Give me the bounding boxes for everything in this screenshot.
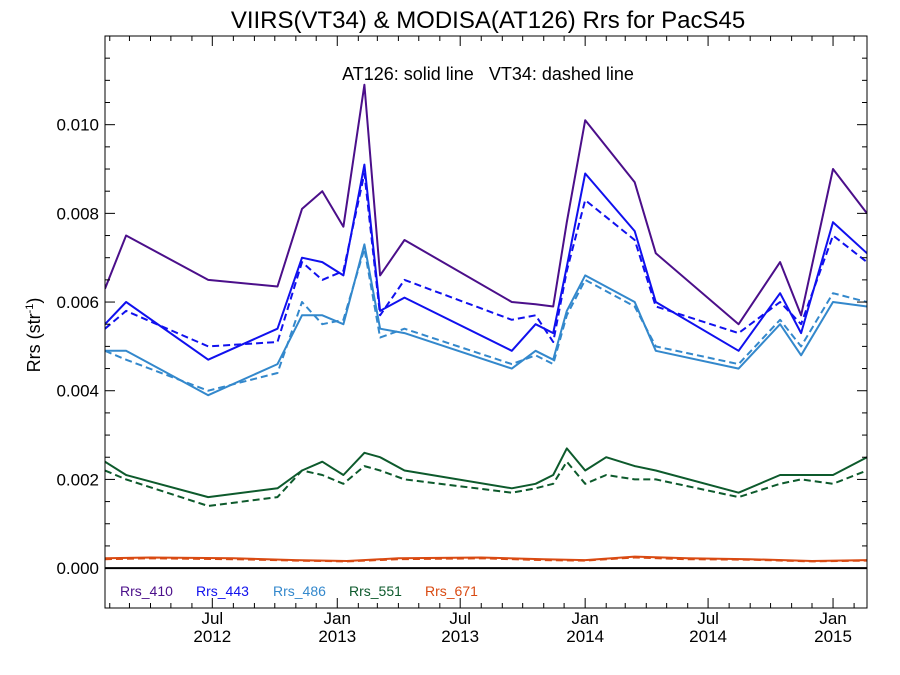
y-tick-label: 0.000: [56, 559, 99, 578]
y-tick-label: 0.004: [56, 382, 99, 401]
series-line-rrs_551-at126: [105, 447, 867, 499]
legend-item-rrs_410: Rrs_410: [120, 583, 173, 599]
x-tick-label-year: 2013: [441, 627, 479, 646]
legend-item-rrs_551: Rrs_551: [349, 583, 402, 599]
series-line-rrs_671-vt34: [105, 556, 867, 563]
y-tick-label: 0.002: [56, 470, 99, 489]
y-axis-label-close: ): [24, 298, 44, 304]
legend-item-rrs_443: Rrs_443: [196, 583, 249, 599]
x-tick-label-month: Jul: [449, 609, 471, 628]
y-tick-label: 0.006: [56, 293, 99, 312]
series-line-rrs_486-vt34: [105, 247, 867, 392]
x-tick-label-year: 2015: [814, 627, 852, 646]
series-line-rrs_486-at126: [105, 243, 867, 397]
legend-item-rrs_671: Rrs_671: [425, 583, 478, 599]
chart-title: VIIRS(VT34) & MODISA(AT126) Rrs for PacS…: [231, 7, 745, 34]
series-line-rrs_410-at126: [105, 83, 867, 326]
x-tick-label-month: Jul: [201, 609, 223, 628]
y-tick-label: 0.010: [56, 116, 99, 135]
plot-frame: [104, 35, 868, 609]
y-axis-label: Rrs (str-1): [24, 298, 44, 373]
series-line-rrs_443-at126: [105, 163, 867, 361]
plot-area: [105, 83, 867, 570]
x-tick-label-year: 2012: [193, 627, 231, 646]
x-tick-label-month: Jan: [571, 609, 598, 628]
x-tick-label-month: Jan: [819, 609, 846, 628]
y-axis-label-main: Rrs (str: [24, 313, 44, 372]
x-tick-label-month: Jul: [697, 609, 719, 628]
series-line-rrs_551-vt34: [105, 460, 867, 507]
y-tick-label: 0.008: [56, 204, 99, 223]
x-tick-label-year: 2013: [318, 627, 356, 646]
y-axis-label-sup: -1: [24, 304, 36, 314]
x-tick-label-year: 2014: [689, 627, 727, 646]
x-tick-label-year: 2014: [566, 627, 604, 646]
series-line-rrs_443-vt34: [105, 172, 867, 348]
legend-item-rrs_486: Rrs_486: [273, 583, 326, 599]
legend: Rrs_410 Rrs_443 Rrs_486 Rrs_551 Rrs_671: [120, 583, 478, 599]
axes: 0.0000.0020.0040.0060.0080.010Jul2012Jan…: [56, 35, 868, 646]
line-style-annotation: AT126: solid line VT34: dashed line: [342, 64, 634, 84]
x-tick-label-month: Jan: [324, 609, 351, 628]
